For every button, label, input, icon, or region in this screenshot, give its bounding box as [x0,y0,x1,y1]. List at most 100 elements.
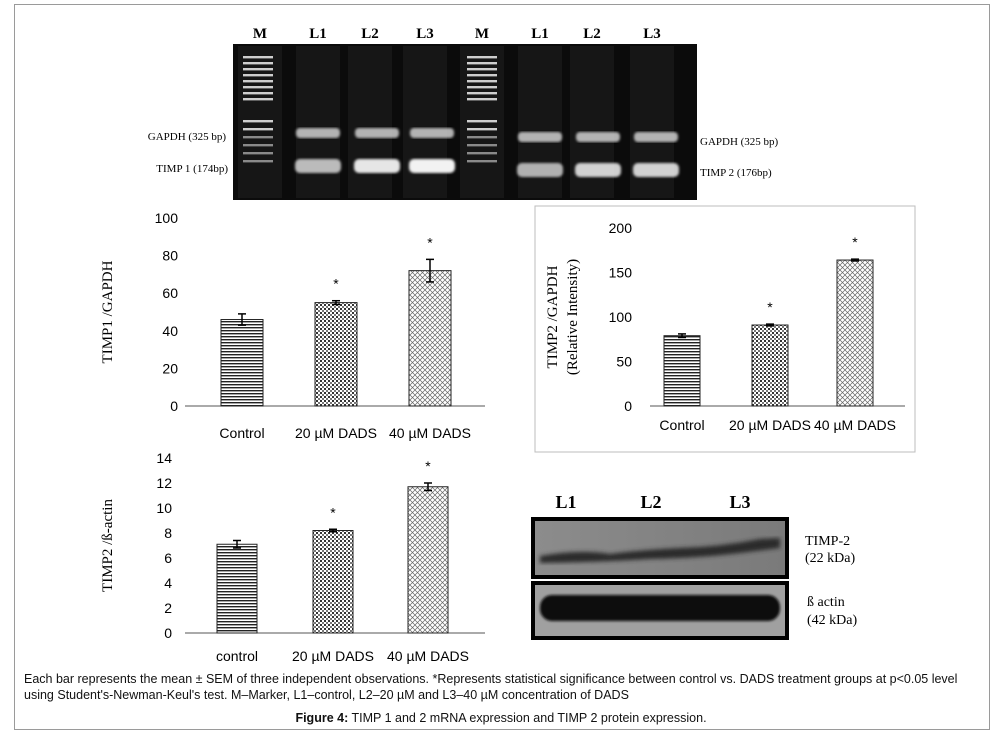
gel-lane-3 [403,46,447,198]
y-tick-label: 14 [156,450,172,466]
gel-marker-band [243,152,273,155]
y-tick-label: 80 [162,248,178,264]
gel-marker-band [243,144,273,147]
y-tick-label: 0 [624,398,632,414]
y-tick-label: 0 [170,398,178,414]
figure-frame [14,4,990,730]
blot-timp2-kda: (22 kDa) [805,551,855,566]
gel-gapdh-band [518,132,562,142]
chart-panel-border [534,205,916,453]
gel-marker-band [243,120,273,123]
gel-gapdh-band [634,132,678,142]
bar-2 [836,259,874,407]
category-label-0: Control [219,425,264,441]
bar-2 [408,270,452,407]
gel-right-label-timp2: TIMP 2 (176bp) [700,167,772,179]
gel-marker-band [243,74,273,77]
y-tick-label: 12 [156,475,172,491]
gel-marker-band [467,144,497,147]
y-axis-label: TIMP1 /GAPDH [100,260,116,363]
bar-0 [220,319,264,407]
y-tick-label: 20 [162,360,178,376]
bar-1 [314,302,358,407]
chart-timp2-gapdh: 0 50 100 150 200 TIMP2 /GAPDH (Relative Intens… [534,205,916,453]
gel-lane-label-6: L2 [583,26,601,42]
figure-title-text: TIMP 1 and 2 mRNA expression and TIMP 2 … [351,711,707,725]
blot-lane-label-l2: L2 [640,492,661,512]
gel-left-label-timp1: TIMP 1 (174bp) [156,163,228,175]
gel-right-label-gapdh: GAPDH (325 bp) [700,136,779,148]
gel-marker-band [467,80,497,83]
y-tick-label: 200 [609,220,633,236]
bar-0 [216,543,258,634]
gel-gapdh-band [410,128,454,138]
blot-lane-label-l1: L1 [555,492,576,512]
western-blot: L1 L2 L3 TIMP-2 (22 kDa) ß actin (42 kDa… [531,492,857,640]
gel-marker-band [467,74,497,77]
significance-mark-2: * [425,458,431,474]
chart-timp1-gapdh: 0 20 40 60 80 100 TIMP1 /GAPDH Control * 20 µM DA… [100,210,485,441]
gel-marker-band [467,160,497,163]
gel-lane-2 [348,46,392,198]
figure-label: Figure 4: [295,711,349,725]
bar-0 [663,335,701,407]
gel-timp-band [517,163,563,177]
gel-marker-band [467,120,497,123]
gel-marker-band [467,152,497,155]
blot-timp2-band [540,538,780,563]
gel-marker-band [467,128,497,131]
y-tick-label: 8 [164,525,172,541]
gel-marker-band [243,80,273,83]
blot-lane-label-l3: L3 [729,492,750,512]
y-tick-label: 60 [162,285,178,301]
gel-gapdh-band [296,128,340,138]
gel-left-label-gapdh: GAPDH (325 bp) [148,131,227,143]
figure-caption: Each bar represents the mean ± SEM of th… [24,672,958,702]
category-label-1: 20 µM DADS [729,417,811,433]
gel-image [233,44,697,200]
y-tick-label: 10 [156,500,172,516]
gel-marker-band [243,98,273,101]
category-label-2: 40 µM DADS [814,417,896,433]
figure-title: Figure 4: TIMP 1 and 2 mRNA expression a… [0,711,1002,725]
gel-timp-band [575,163,621,177]
category-label-2: 40 µM DADS [387,648,469,664]
y-axis-label: TIMP2 /GAPDH [545,265,561,368]
category-label-0: control [216,648,258,664]
gel-timp-band [633,163,679,177]
significance-mark-2: * [427,234,433,250]
gel-timp-band [409,159,455,173]
y-tick-label: 2 [164,600,172,616]
gel-marker-band [243,92,273,95]
y-axis-label-2: (Relative Intensity) [565,259,581,375]
blot-bactin-label: ß actin [807,595,845,610]
significance-mark-1: * [767,299,773,315]
gel-lane-1 [296,46,340,198]
category-label-1: 20 µM DADS [292,648,374,664]
gel-marker-band [243,68,273,71]
significance-mark-1: * [330,504,336,520]
y-axis-label: TIMP2 /ß-actin [100,499,116,592]
bar-1 [751,324,789,407]
gel-marker-band [467,68,497,71]
gel-lane-label-2: L2 [361,26,379,42]
gel-lane-label-5: L1 [531,26,549,42]
gel-gapdh-band [576,132,620,142]
significance-mark-1: * [333,276,339,292]
blot-bactin-kda: (42 kDa) [807,613,857,628]
gel-lane-labels: M L1 L2 L3 M L1 L2 L3 [253,26,661,42]
gel-lane-label-3: L3 [416,26,434,42]
category-label-2: 40 µM DADS [389,425,471,441]
y-tick-label: 0 [164,625,172,641]
y-tick-label: 100 [155,210,179,226]
gel-marker-band [467,56,497,59]
blot-bactin-band [540,595,780,621]
gel-lane-label-1: L1 [309,26,327,42]
blot-timp2-panel [531,517,789,579]
gel-marker-band [467,136,497,139]
y-tick-label: 50 [616,354,632,370]
gel-lane-label-0: M [253,26,267,42]
bar-1 [312,530,354,634]
category-label-1: 20 µM DADS [295,425,377,441]
